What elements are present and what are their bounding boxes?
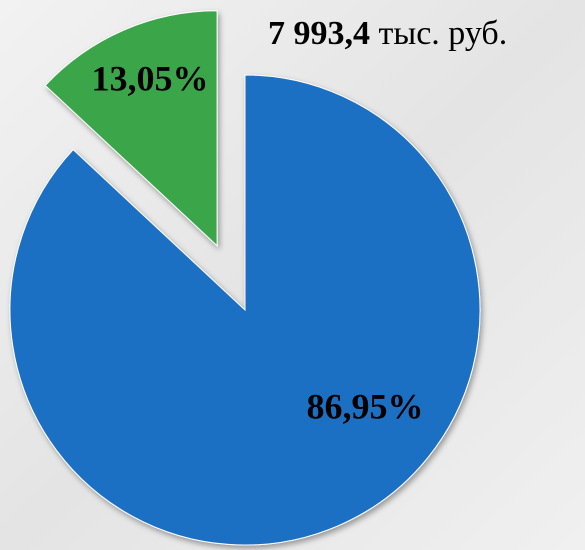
pie-slice (44, 10, 218, 247)
slice-label: 86,95% (307, 386, 424, 426)
total: 7 993,4 (268, 15, 370, 52)
total-annotation: 7 993,4 тыс. руб. (268, 15, 507, 52)
pie-slice (9, 74, 481, 546)
total-unit: тыс. руб. (379, 15, 508, 52)
slice-label: 13,05% (92, 58, 209, 98)
